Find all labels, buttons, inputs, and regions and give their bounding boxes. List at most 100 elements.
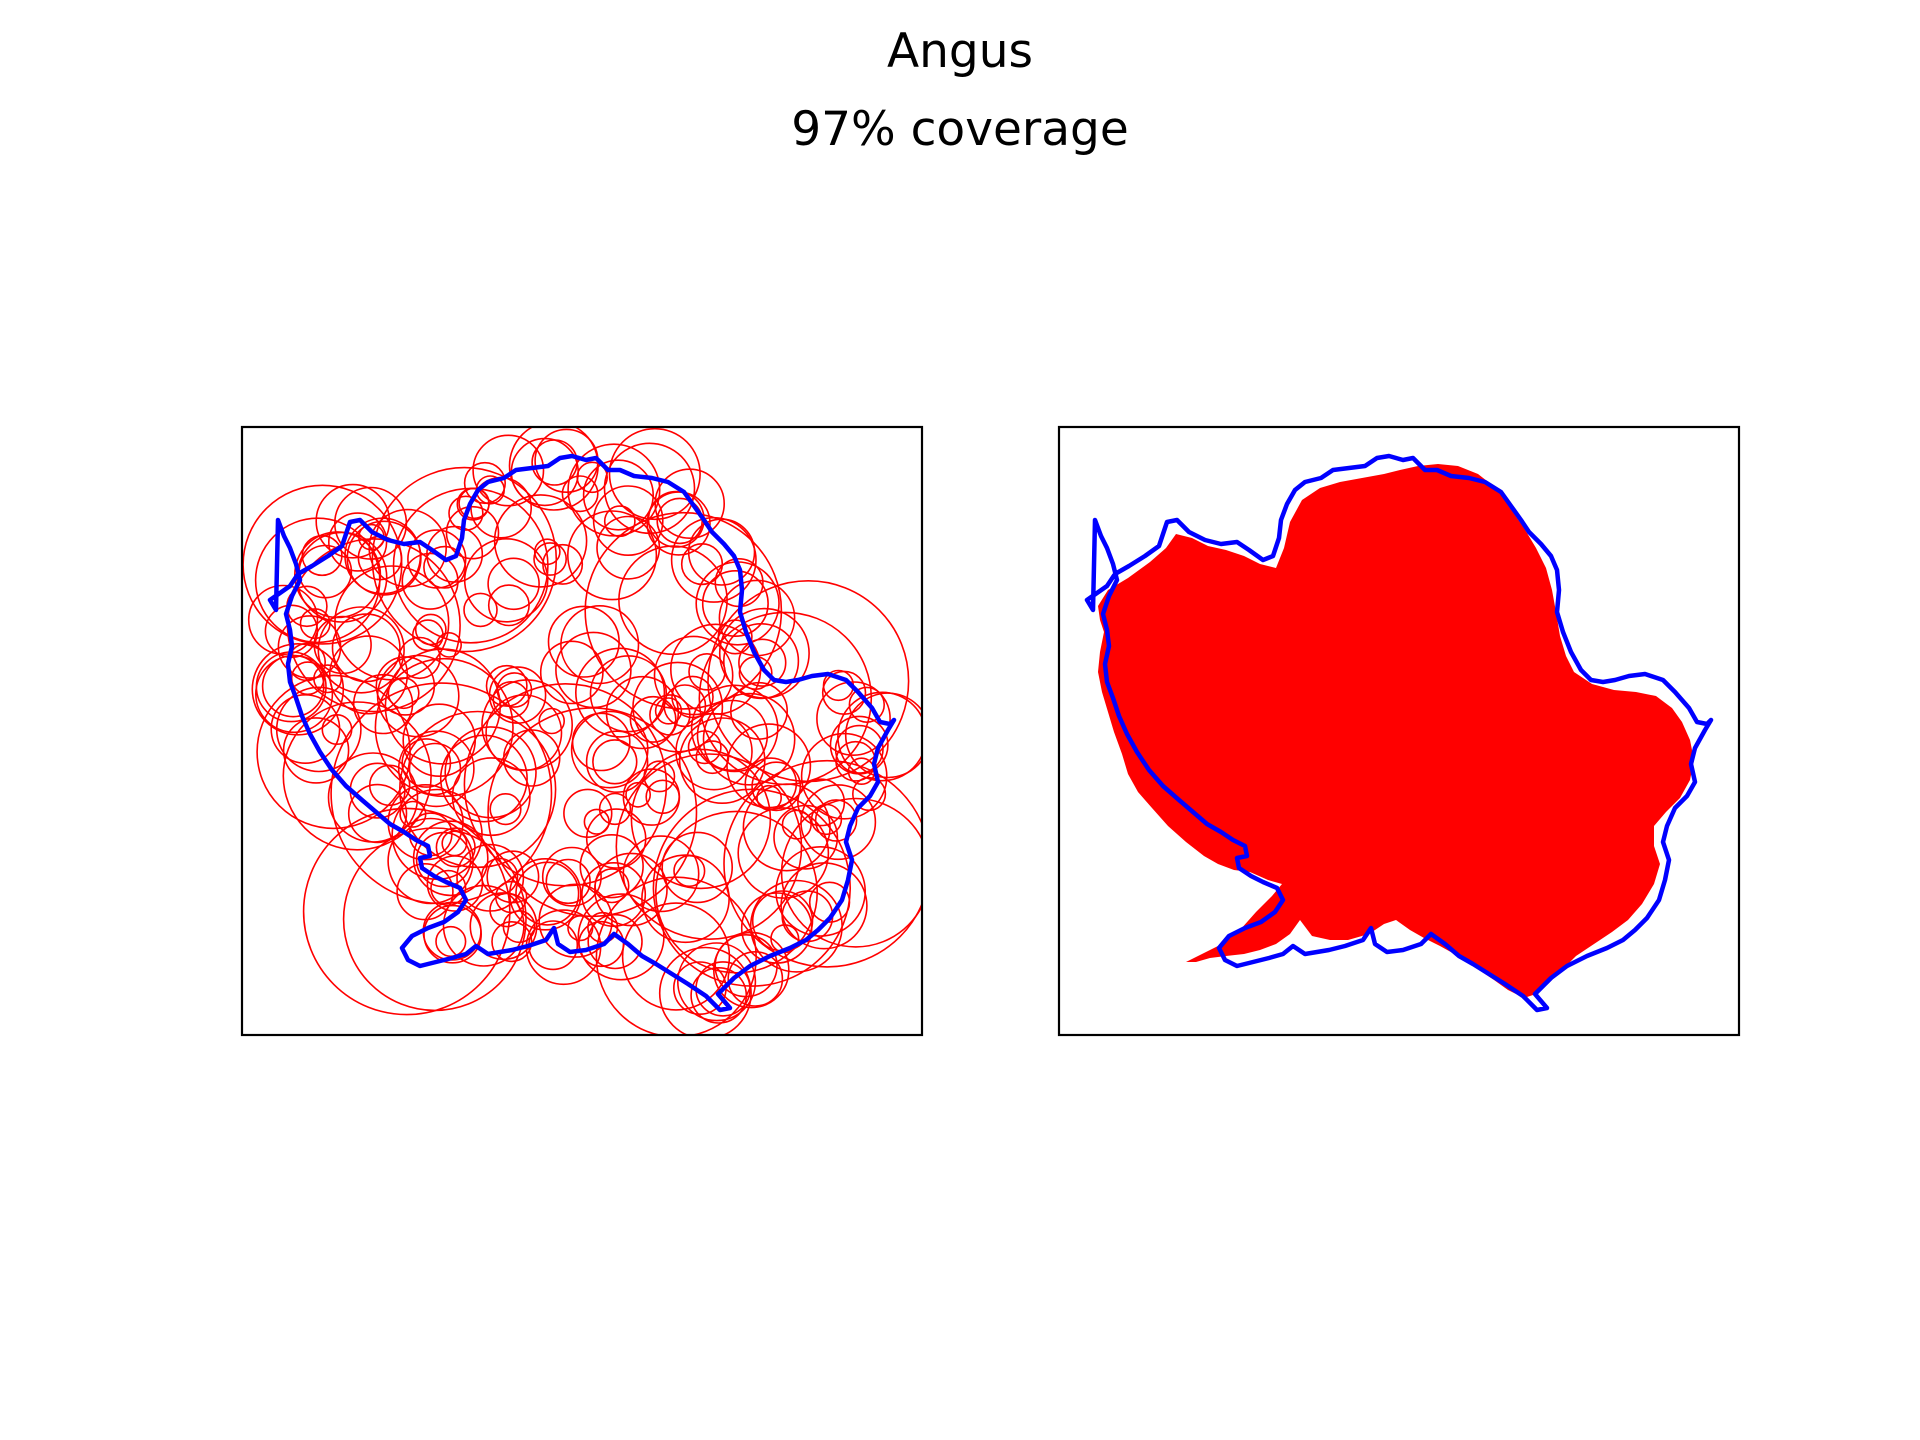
coverage-circle xyxy=(436,632,463,658)
coverage-circle xyxy=(587,913,643,970)
coverage-circle xyxy=(615,753,803,940)
coverage-circle xyxy=(399,710,557,869)
coverage-circle xyxy=(630,748,772,890)
coverage-circle xyxy=(515,861,580,926)
panel-frame-left xyxy=(240,425,924,1037)
coverage-circle xyxy=(561,475,599,513)
coverage-circle xyxy=(661,831,734,904)
coverage-circle xyxy=(560,604,640,685)
coverage-circle xyxy=(687,518,756,586)
coverage-circle xyxy=(399,800,427,828)
coverage-circle xyxy=(781,809,812,840)
coverage-circle xyxy=(480,857,519,896)
coverage-circle xyxy=(545,858,591,905)
coverage-circle xyxy=(328,635,409,715)
boundary-outline-right xyxy=(1084,453,1714,1013)
panel-frame-right xyxy=(1057,425,1741,1037)
coverage-circle xyxy=(415,831,472,888)
coverage-circle xyxy=(726,723,812,809)
coverage-circle xyxy=(603,442,696,535)
coverage-circle xyxy=(851,776,887,812)
coverage-circle xyxy=(282,717,350,784)
coverage-circle xyxy=(714,933,778,998)
coverage-circle xyxy=(592,739,638,785)
coverage-circle xyxy=(563,788,613,838)
coverage-union xyxy=(1098,464,1694,998)
coverage-circle xyxy=(508,857,582,931)
coverage-circle xyxy=(301,534,343,577)
coverage-circle xyxy=(542,543,584,585)
coverage-circle xyxy=(645,779,681,815)
coverage-circle xyxy=(701,569,769,637)
coverage-circle xyxy=(585,808,647,869)
coverage-circle xyxy=(414,613,447,646)
coverage-circle xyxy=(676,942,757,1022)
coverage-circle xyxy=(649,694,691,736)
coverage-circle xyxy=(541,846,602,907)
coverage-circle xyxy=(738,638,787,687)
coverage-circle xyxy=(344,517,422,595)
coverage-circle xyxy=(729,681,788,740)
coverage-circles xyxy=(242,427,922,1035)
coverage-circle xyxy=(302,807,511,1016)
coverage-circle xyxy=(533,542,568,576)
coverage-circle xyxy=(331,613,401,683)
coverage-circle xyxy=(727,951,784,1007)
coverage-circle xyxy=(641,854,730,944)
coverage-circle xyxy=(368,764,411,807)
coverage-circle xyxy=(581,861,647,927)
coverage-circle xyxy=(387,677,420,710)
coverage-circle xyxy=(696,699,769,772)
coverage-circle xyxy=(412,820,489,897)
coverage-circle xyxy=(439,734,528,823)
coverage-circle xyxy=(690,967,748,1024)
coverage-circle xyxy=(463,682,668,887)
coverage-circle xyxy=(492,680,530,718)
coverage-circle xyxy=(445,505,500,560)
coverage-circle xyxy=(622,835,700,913)
coverage-circle xyxy=(800,784,877,861)
coverage-circle xyxy=(678,717,766,804)
coverage-circle xyxy=(491,920,533,963)
coverage-circle xyxy=(621,902,731,1011)
coverage-circle xyxy=(489,792,522,826)
coverage-circle xyxy=(584,511,783,710)
coverage-circle xyxy=(328,512,388,572)
coverage-circle xyxy=(485,664,528,707)
coverage-circle xyxy=(347,783,408,844)
coverage-circle xyxy=(625,781,652,808)
coverage-circle xyxy=(508,427,599,511)
coverage-circle xyxy=(594,852,668,927)
coverage-circle xyxy=(598,792,632,826)
coverage-circle xyxy=(334,486,408,560)
coverage-circle xyxy=(423,904,483,964)
panel-union xyxy=(1084,453,1714,1013)
coverage-circle xyxy=(723,759,922,968)
coverage-circle xyxy=(658,946,752,1035)
coverage-circle xyxy=(848,686,885,723)
coverage-circle xyxy=(717,619,753,655)
coverage-circle xyxy=(690,684,779,773)
coverage-circle xyxy=(816,681,891,756)
coverage-circle xyxy=(821,670,867,715)
coverage-circle xyxy=(315,483,391,559)
coverage-circle xyxy=(247,584,319,656)
figure-title: Angus xyxy=(886,24,1034,79)
coverage-circle xyxy=(797,778,846,827)
coverage-circle xyxy=(585,730,649,794)
figure-subtitle: 97% coverage xyxy=(791,102,1129,157)
coverage-circle xyxy=(313,615,372,675)
coverage-circle xyxy=(487,707,698,918)
coverage-circle xyxy=(472,434,545,507)
coverage-circle xyxy=(275,686,362,773)
coverage-circle xyxy=(583,808,610,835)
coverage-circle xyxy=(654,697,683,725)
coverage-circle xyxy=(592,485,664,556)
coverage-circle xyxy=(255,654,334,734)
coverage-circle xyxy=(448,495,484,531)
coverage-circle xyxy=(605,675,680,750)
coverage-circle xyxy=(737,807,830,899)
coverage-circle xyxy=(397,730,475,808)
coverage-circle xyxy=(487,557,540,611)
